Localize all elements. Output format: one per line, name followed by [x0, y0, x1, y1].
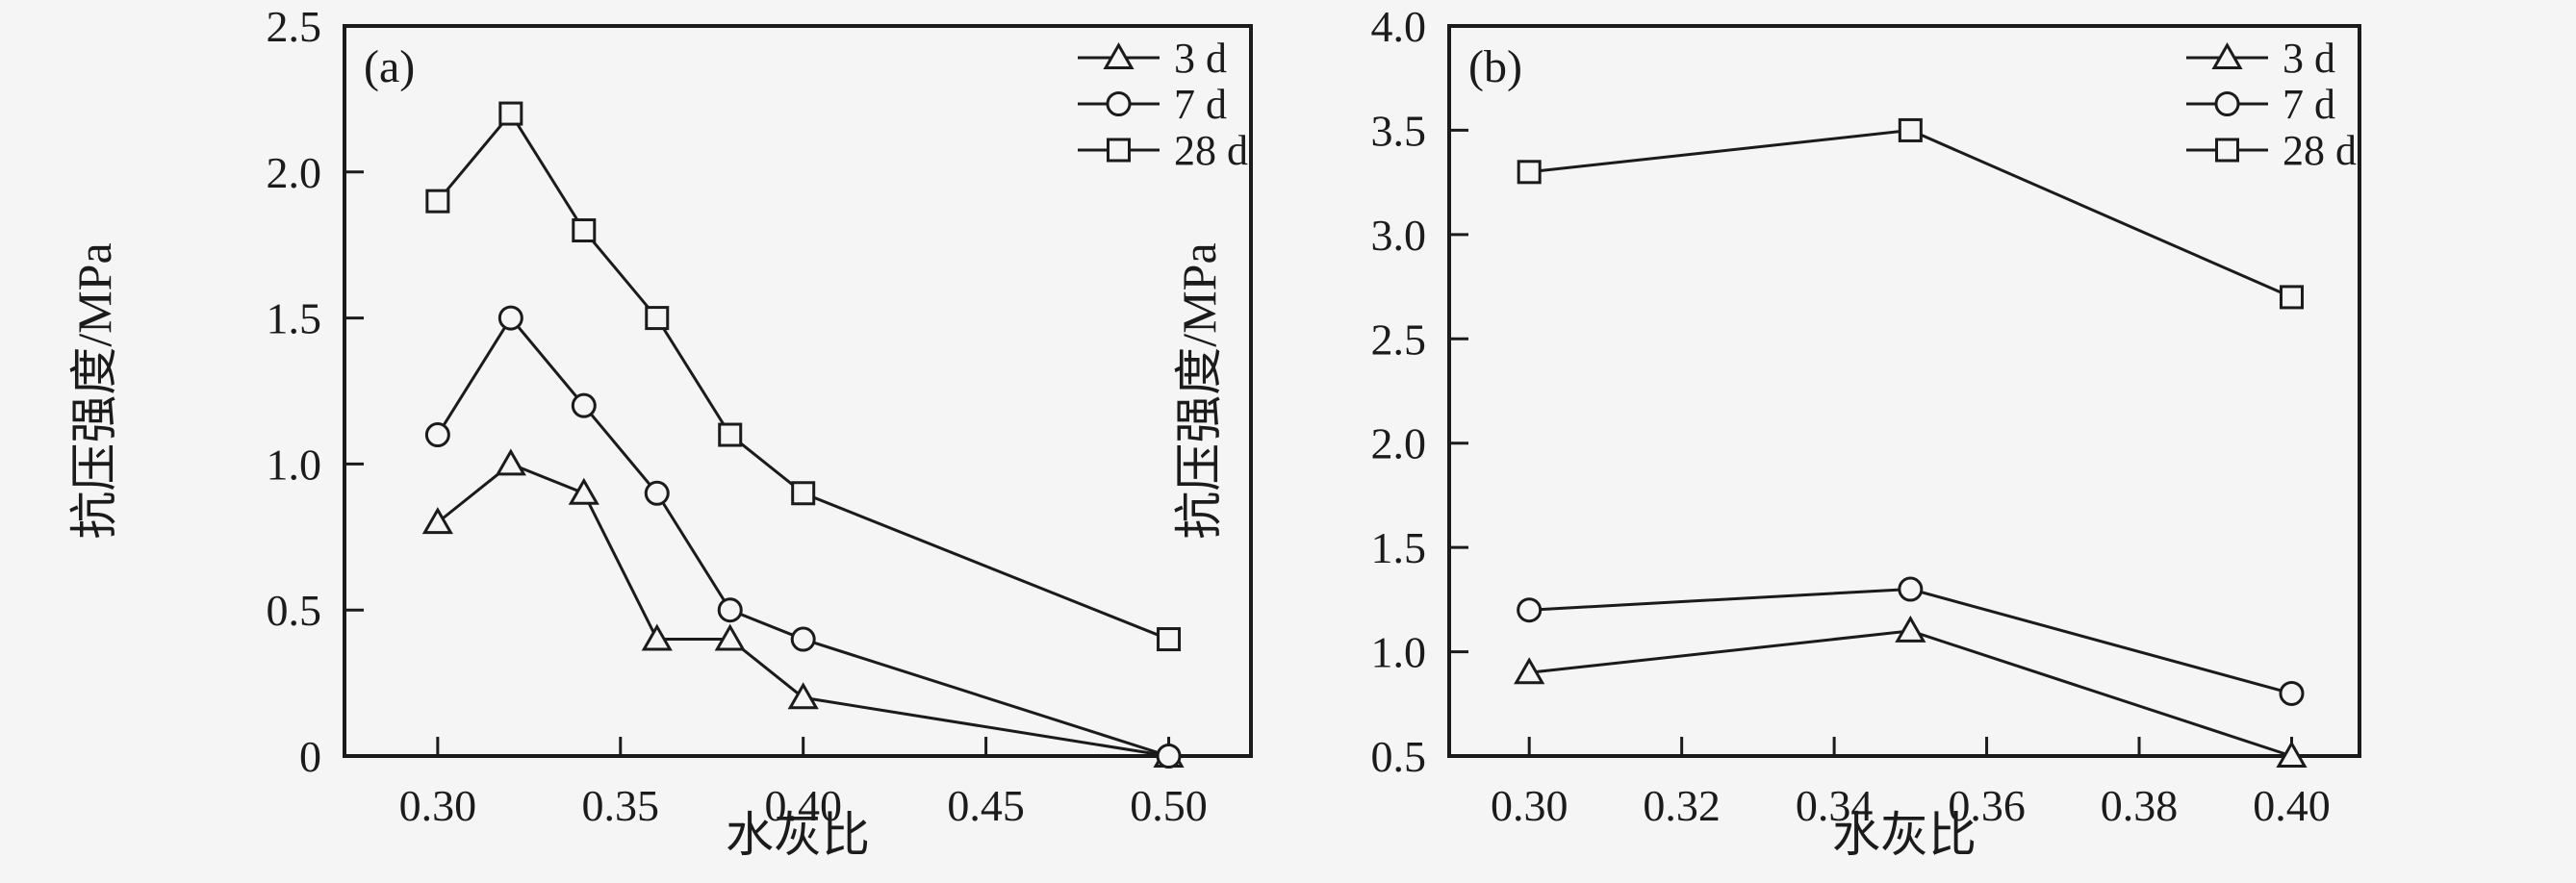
y-axis-title: 抗压强度/MPa — [67, 242, 121, 539]
circle-marker — [424, 422, 450, 448]
x-tick-label: 0.40 — [2253, 781, 2331, 830]
legend-label: 3 d — [2283, 35, 2335, 82]
x-tick-label: 0.45 — [947, 781, 1025, 830]
square-marker — [718, 422, 743, 447]
square-marker — [572, 218, 597, 243]
circle-marker — [1156, 744, 1182, 769]
square-marker — [1107, 138, 1131, 163]
y-axis-title: 抗压强度/MPa — [1172, 242, 1226, 539]
y-tick-label: 1.5 — [1371, 523, 1427, 572]
y-tick-label: 1.0 — [267, 440, 322, 489]
square-marker — [498, 101, 523, 126]
legend: 3 d7 d28 d — [1078, 35, 1248, 174]
triangle-marker — [641, 623, 673, 651]
legend-label: 7 d — [1174, 81, 1227, 128]
square-marker — [791, 481, 816, 506]
triangle-marker — [2276, 740, 2308, 768]
circle-marker — [2214, 91, 2240, 116]
y-tick-label: 3.5 — [1371, 106, 1427, 155]
triangle-marker — [787, 682, 819, 710]
plot-frame — [1447, 24, 2361, 758]
circle-marker — [644, 480, 670, 506]
square-marker — [2215, 138, 2239, 163]
circle-marker — [1106, 91, 1132, 116]
triangle-marker — [495, 448, 526, 476]
square-marker — [1517, 160, 1542, 185]
legend-label: 28 d — [1174, 127, 1248, 174]
circle-marker — [571, 392, 597, 418]
circle-marker — [2279, 680, 2305, 706]
circle-marker — [497, 305, 523, 331]
square-marker — [1898, 117, 1923, 142]
panel-label-a: (a) — [364, 41, 415, 92]
x-tick-label: 0.32 — [1643, 781, 1721, 830]
triangle-marker — [568, 477, 599, 505]
legend-label: 3 d — [1174, 35, 1227, 82]
y-tick-label: 1.5 — [267, 294, 322, 343]
y-tick-label: 2.5 — [1371, 315, 1427, 364]
series-line-3d — [436, 462, 1169, 758]
triangle-marker — [1895, 615, 1926, 643]
x-tick-label: 0.35 — [582, 781, 660, 830]
y-tick-label: 4.0 — [1371, 2, 1427, 51]
circle-marker — [790, 626, 816, 652]
triangle-marker — [2211, 41, 2243, 69]
x-tick-label: 0.40 — [764, 781, 842, 830]
square-marker — [2279, 285, 2304, 310]
square-marker — [1157, 627, 1182, 652]
legend: 3 d7 d28 d — [2186, 35, 2357, 174]
chart-panel-b: 0.30 0.32 0.34 0.36 0.38 0.40 0.5 1.0 1.5 2.0 2.5 3… — [1172, 2, 2361, 862]
triangle-marker — [421, 507, 453, 535]
y-tick-label: 3.0 — [1371, 211, 1427, 260]
legend-label: 7 d — [2283, 81, 2335, 128]
square-marker — [425, 189, 450, 214]
x-tick-label: 0.34 — [1796, 781, 1874, 830]
y-tick-label: 0 — [299, 732, 321, 781]
series-line-28d — [436, 111, 1170, 641]
x-axis-title: 水灰比 — [726, 808, 870, 862]
chart-panel-a: 0.30 0.35 0.40 0.45 0.50 0 0.5 1.0 1.5 2.0 2.5 (a) 水… — [67, 2, 1253, 862]
circle-marker — [1898, 576, 1924, 602]
x-tick-label: 0.30 — [1491, 781, 1569, 830]
y-tick-label: 2.0 — [267, 148, 322, 197]
triangle-marker — [714, 623, 746, 651]
circle-marker — [717, 597, 743, 623]
y-tick-label: 2.0 — [1371, 419, 1427, 468]
triangle-marker — [1514, 657, 1545, 685]
series-line-3d — [1529, 629, 2292, 758]
x-tick-label: 0.36 — [1948, 781, 2026, 830]
triangle-marker — [1103, 41, 1135, 69]
y-tick-label: 0.5 — [1371, 732, 1427, 781]
x-axis-title: 水灰比 — [1832, 808, 1977, 862]
panel-label-b: (b) — [1468, 41, 1522, 92]
series-line-28d — [1529, 128, 2293, 299]
square-marker — [645, 306, 670, 331]
x-tick-label: 0.30 — [399, 781, 477, 830]
x-tick-label: 0.38 — [2101, 781, 2179, 830]
legend-label: 28 d — [2283, 127, 2357, 174]
y-tick-label: 1.0 — [1371, 628, 1427, 677]
y-tick-label: 2.5 — [267, 2, 322, 51]
circle-marker — [1517, 597, 1543, 623]
plot-frame — [343, 24, 1253, 758]
y-tick-label: 0.5 — [267, 586, 322, 635]
x-tick-label: 0.50 — [1130, 781, 1208, 830]
